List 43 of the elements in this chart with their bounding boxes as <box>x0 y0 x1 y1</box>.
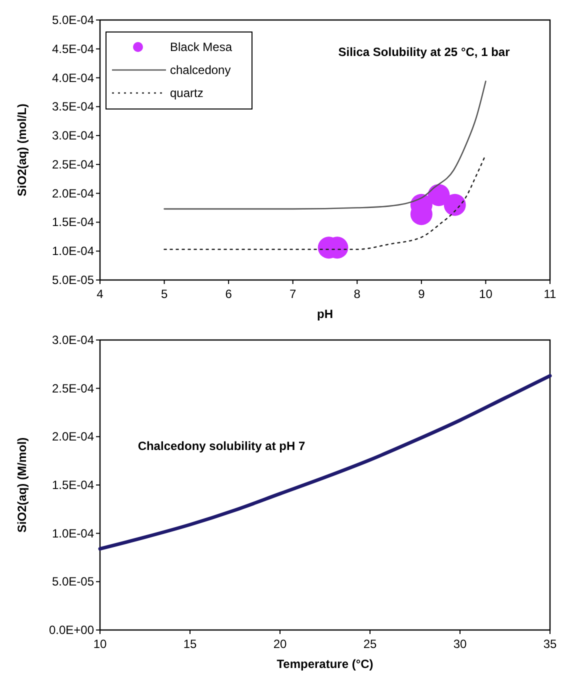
y-tick-label: 1.5E-04 <box>52 215 94 230</box>
line-series <box>164 80 486 210</box>
x-tick-label: 25 <box>363 637 377 651</box>
y-tick-label: 4.5E-04 <box>52 42 94 56</box>
y-tick-label: 1.0E-04 <box>52 244 94 258</box>
y-tick-label: 5.0E-05 <box>52 574 94 589</box>
x-tick-label: 8 <box>354 287 361 301</box>
y-tick-label: 5.0E-04 <box>52 13 94 27</box>
point <box>444 194 466 216</box>
legend-label: chalcedony <box>170 63 231 77</box>
x-tick-label: 30 <box>453 637 467 651</box>
y-tick-label: 2.5E-04 <box>52 157 94 172</box>
y-tick-label: 2.0E-04 <box>52 430 94 444</box>
y-axis-title: SiO2(aq) (M/mol) <box>15 437 29 533</box>
x-tick-label: 5 <box>160 287 168 301</box>
y-tick-label: 1.5E-04 <box>52 478 94 492</box>
y-tick-label: 3.0E-04 <box>52 333 94 347</box>
x-tick-label: 15 <box>183 637 197 651</box>
y-tick-label: 0.0E+00 <box>48 623 94 637</box>
y-tick-label: 5.0E-05 <box>52 273 94 287</box>
x-tick-label: 6 <box>225 287 232 301</box>
y-tick-label: 4.0E-04 <box>52 70 94 85</box>
y-tick-label: 1.0E-04 <box>52 526 94 540</box>
y-tick-label: 2.5E-04 <box>52 381 94 396</box>
legend-label: quartz <box>170 86 204 100</box>
x-tick-label: 10 <box>479 287 493 301</box>
line-series <box>98 374 552 551</box>
x-tick-label: 35 <box>543 637 557 651</box>
x-axis-title: Temperature (°C) <box>276 657 374 671</box>
legend-label: Black Mesa <box>170 40 232 54</box>
y-tick-label: 2.0E-04 <box>52 186 94 200</box>
x-tick-label: 9 <box>418 287 426 301</box>
x-tick-label: 20 <box>273 637 287 651</box>
x-tick-label: 4 <box>96 287 104 301</box>
y-tick-label: 3.5E-04 <box>52 100 94 114</box>
annotation: Chalcedony solubility at pH 7 <box>138 439 306 454</box>
x-axis-title: pH <box>317 307 333 321</box>
x-tick-label: 7 <box>290 287 297 301</box>
x-tick-label: 10 <box>93 637 107 651</box>
y-tick-label: 3.0E-04 <box>52 128 94 143</box>
text: Silica Solubility at 25 °C, 1 bar <box>338 45 510 59</box>
x-tick-label: 11 <box>544 287 557 301</box>
y-axis-title: SiO2(aq) (mol/L) <box>15 104 29 196</box>
